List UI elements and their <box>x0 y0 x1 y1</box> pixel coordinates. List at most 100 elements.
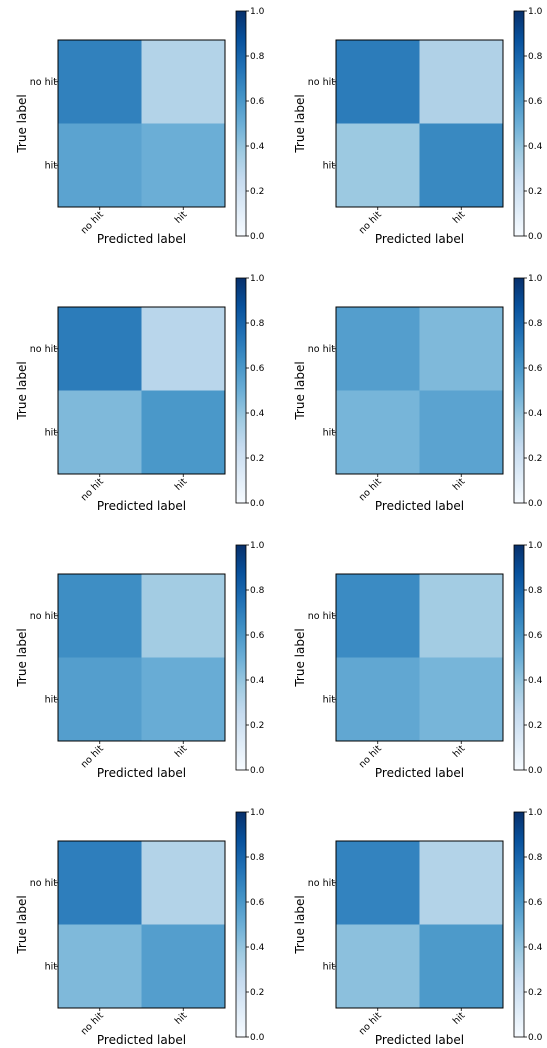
y-tick-label: no hit <box>308 77 336 88</box>
colorbar-tick-label: 0.2 <box>528 721 542 731</box>
y-axis-label: True label <box>293 94 307 153</box>
y-tick-label: no hit <box>30 878 58 889</box>
colorbar-tick-label: 1.0 <box>528 7 543 17</box>
y-tick-label: hit <box>45 694 58 705</box>
matrix-cell-no-hit-hit <box>419 841 504 925</box>
x-axis-label: Predicted label <box>375 499 464 513</box>
x-tick-label: hit <box>451 1010 468 1027</box>
matrix-frame <box>57 306 226 475</box>
x-tick-label: hit <box>173 476 190 493</box>
y-tick-label: no hit <box>30 611 58 622</box>
colorbar-tick-label: 0.6 <box>250 631 265 641</box>
x-tick-label: hit <box>173 1010 190 1027</box>
matrix-cell-hit-hit <box>141 924 226 1009</box>
matrix-cell-hit-hit <box>141 390 226 475</box>
colorbar-tick-label: 0.8 <box>528 586 543 596</box>
matrix-cell-no-hit-hit <box>141 40 226 124</box>
colorbar-frame <box>513 277 525 504</box>
matrix-cell-hit-no-hit <box>58 924 142 1009</box>
colorbar-tick-label: 0.6 <box>528 631 543 641</box>
colorbar-tick-label: 0.6 <box>250 364 265 374</box>
colorbar-tick-label: 0.2 <box>250 454 264 464</box>
x-axis-label: Predicted label <box>375 766 464 780</box>
matrix-cell-hit-no-hit <box>336 123 420 208</box>
matrix-cell-no-hit-no-hit <box>336 841 420 925</box>
colorbar-tick-label: 0.8 <box>250 319 265 329</box>
y-tick-label: no hit <box>308 344 336 355</box>
matrix-cell-hit-hit <box>419 924 504 1009</box>
y-tick-label: no hit <box>308 878 336 889</box>
matrix-cell-hit-hit <box>419 390 504 475</box>
x-axis-label: Predicted label <box>97 766 186 780</box>
colorbar-tick-label: 0.0 <box>528 232 543 242</box>
colorbar-frame <box>513 544 525 771</box>
x-tick-label: hit <box>451 209 468 226</box>
matrix-frame <box>335 39 504 208</box>
x-axis-label: Predicted label <box>97 499 186 513</box>
matrix-cell-no-hit-hit <box>141 307 226 391</box>
colorbar-frame <box>235 811 247 1038</box>
colorbar-tick-label: 0.8 <box>250 853 265 863</box>
colorbar <box>514 278 524 503</box>
colorbar-tick-label: 0.0 <box>528 766 543 776</box>
colorbar-tick-label: 0.4 <box>528 142 543 152</box>
x-axis-label: Predicted label <box>97 1033 186 1047</box>
colorbar-tick-label: 0.6 <box>528 364 543 374</box>
matrix-cell-hit-hit <box>141 657 226 742</box>
matrix-frame <box>335 306 504 475</box>
colorbar-tick-label: 0.6 <box>250 97 265 107</box>
y-axis-label: True label <box>15 361 29 420</box>
colorbar-tick-label: 0.6 <box>528 97 543 107</box>
colorbar-frame <box>235 10 247 237</box>
y-tick-label: hit <box>45 961 58 972</box>
colorbar-tick-label: 0.4 <box>250 943 265 953</box>
colorbar-tick-label: 0.8 <box>528 319 543 329</box>
y-axis-label: True label <box>15 94 29 153</box>
matrix-frame <box>57 39 226 208</box>
y-tick-label: no hit <box>30 77 58 88</box>
matrix-cell-no-hit-no-hit <box>58 574 142 658</box>
colorbar-tick-label: 0.4 <box>528 409 543 419</box>
x-tick-label: hit <box>173 209 190 226</box>
matrix-cell-hit-no-hit <box>336 657 420 742</box>
colorbar-tick-label: 0.2 <box>528 454 542 464</box>
colorbar-frame <box>513 811 525 1038</box>
colorbar-tick-label: 0.4 <box>250 409 265 419</box>
matrix-cell-no-hit-no-hit <box>336 40 420 124</box>
colorbar <box>514 11 524 236</box>
colorbar-frame <box>513 10 525 237</box>
matrix-cell-hit-no-hit <box>58 657 142 742</box>
y-axis-label: True label <box>15 628 29 687</box>
matrix-cell-no-hit-no-hit <box>336 307 420 391</box>
y-tick-label: no hit <box>308 611 336 622</box>
colorbar-tick-label: 1.0 <box>250 808 265 818</box>
colorbar-tick-label: 1.0 <box>528 274 543 284</box>
colorbar-tick-label: 0.8 <box>250 586 265 596</box>
y-tick-label: hit <box>323 160 336 171</box>
colorbar-frame <box>235 277 247 504</box>
colorbar-tick-label: 0.8 <box>528 52 543 62</box>
x-axis-label: Predicted label <box>97 232 186 246</box>
matrix-frame <box>57 573 226 742</box>
matrix-cell-hit-no-hit <box>58 390 142 475</box>
matrix-cell-no-hit-no-hit <box>58 841 142 925</box>
colorbar-tick-label: 1.0 <box>528 541 543 551</box>
x-axis-label: Predicted label <box>375 232 464 246</box>
colorbar-tick-label: 0.0 <box>250 766 265 776</box>
y-tick-label: hit <box>323 427 336 438</box>
colorbar-tick-label: 1.0 <box>250 7 265 17</box>
colorbar-tick-label: 0.2 <box>250 187 264 197</box>
matrix-cell-hit-hit <box>419 657 504 742</box>
colorbar-tick-label: 0.0 <box>528 499 543 509</box>
matrix-frame <box>335 840 504 1009</box>
colorbar-tick-label: 0.2 <box>528 988 542 998</box>
matrix-frame <box>335 573 504 742</box>
matrix-cell-no-hit-hit <box>419 574 504 658</box>
